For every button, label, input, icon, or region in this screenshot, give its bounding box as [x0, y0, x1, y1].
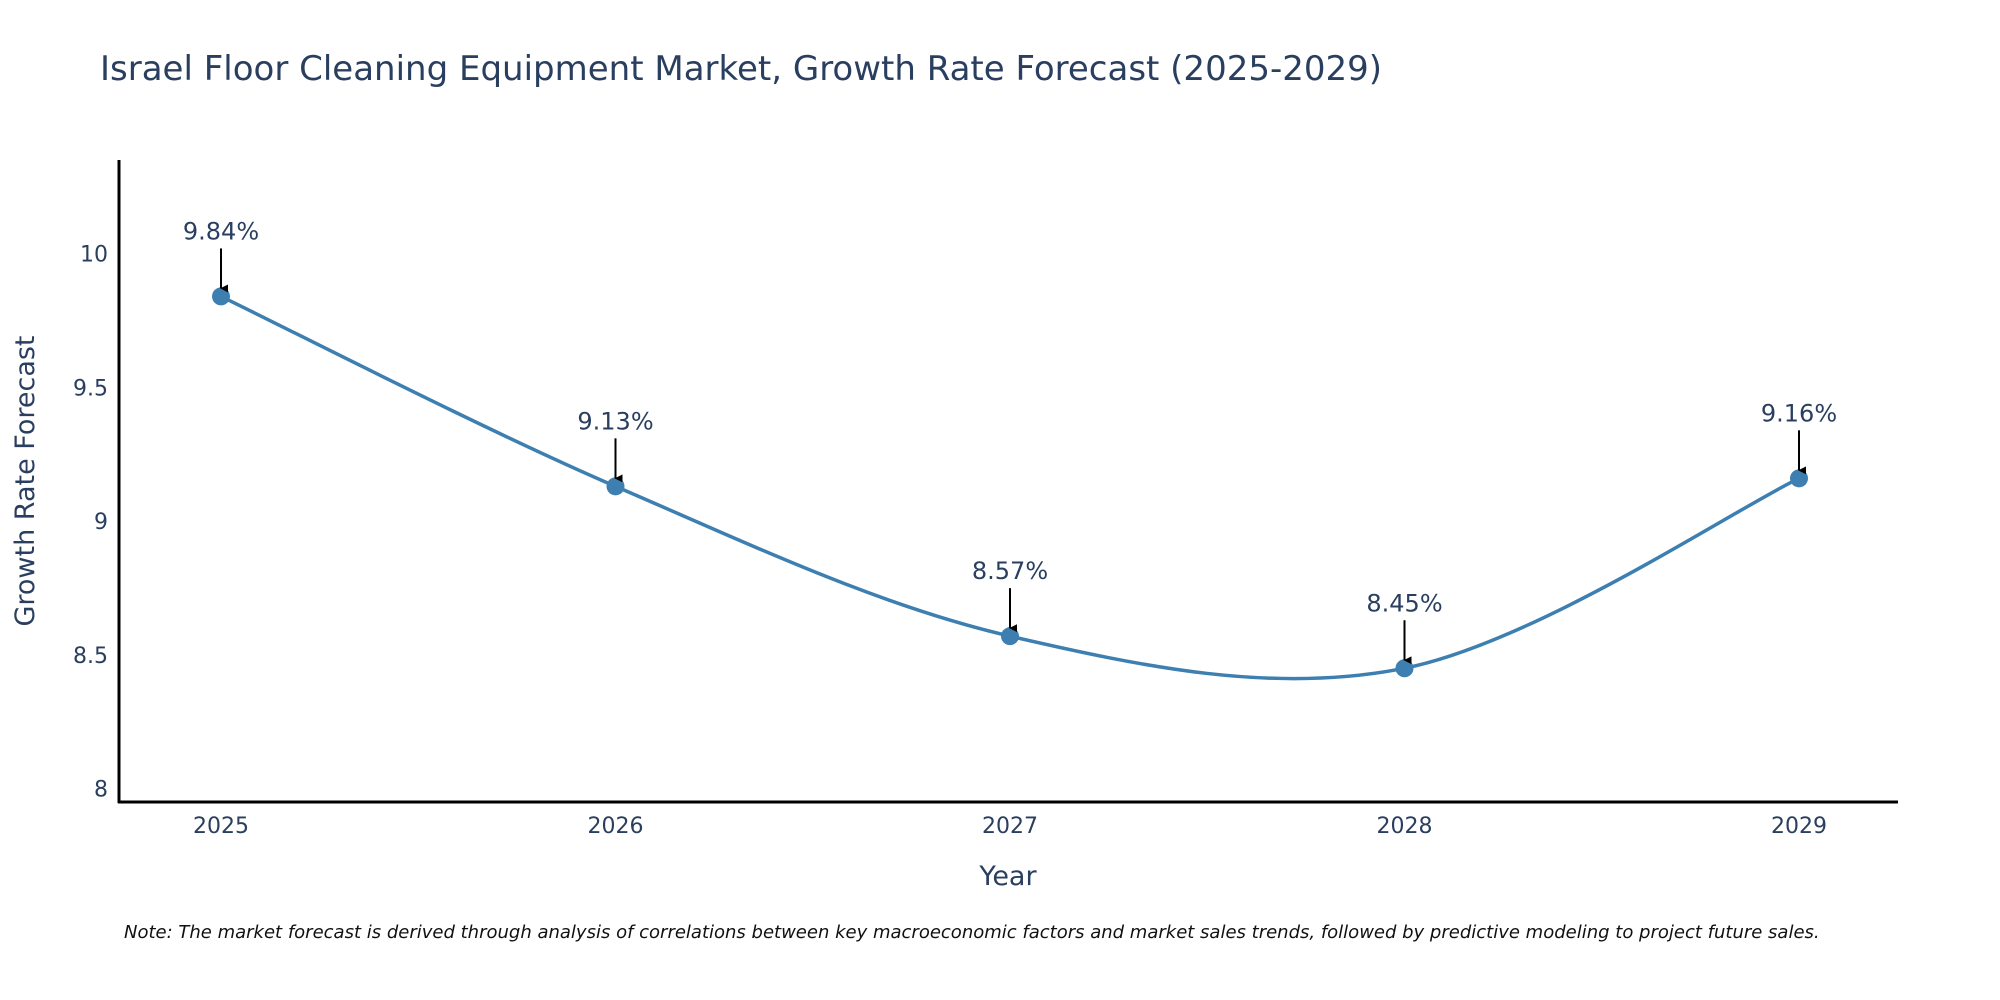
y-axis-title: Growth Rate Forecast — [10, 335, 41, 626]
x-tick-label: 2027 — [982, 814, 1038, 839]
axes — [117, 160, 1898, 804]
y-tick-label: 9 — [94, 510, 108, 535]
y-tick-label: 8.5 — [73, 644, 108, 669]
data-label: 8.57% — [972, 557, 1048, 585]
data-point — [1001, 627, 1019, 646]
footnote: Note: The market forecast is derived thr… — [124, 922, 1820, 943]
x-tick-labels: 2025 2026 2027 2028 2029 — [193, 814, 1827, 839]
x-tick-label: 2029 — [1771, 814, 1827, 839]
chart-title: Israel Floor Cleaning Equipment Market, … — [100, 49, 1382, 89]
data-label: 9.16% — [1761, 399, 1837, 427]
data-point — [212, 287, 230, 306]
y-tick-label: 10 — [80, 243, 108, 268]
data-point — [1395, 659, 1414, 678]
y-tick-label: 9.5 — [73, 376, 108, 401]
x-tick-label: 2028 — [1377, 814, 1433, 839]
data-label: 9.13% — [577, 407, 653, 435]
x-tick-label: 2025 — [193, 814, 249, 839]
data-label: 9.84% — [183, 217, 259, 245]
y-tick-label: 8 — [94, 778, 108, 803]
x-tick-label: 2026 — [588, 814, 644, 839]
data-point — [606, 477, 625, 496]
data-label: 8.45% — [1366, 589, 1442, 617]
y-tick-labels: 8 8.5 9 9.5 10 — [73, 243, 108, 803]
x-axis-title: Year — [978, 861, 1037, 892]
data-point — [1790, 469, 1808, 488]
data-annotations: 9.84% 9.13% 8.57% 8.45% 9.16% — [183, 217, 1837, 665]
